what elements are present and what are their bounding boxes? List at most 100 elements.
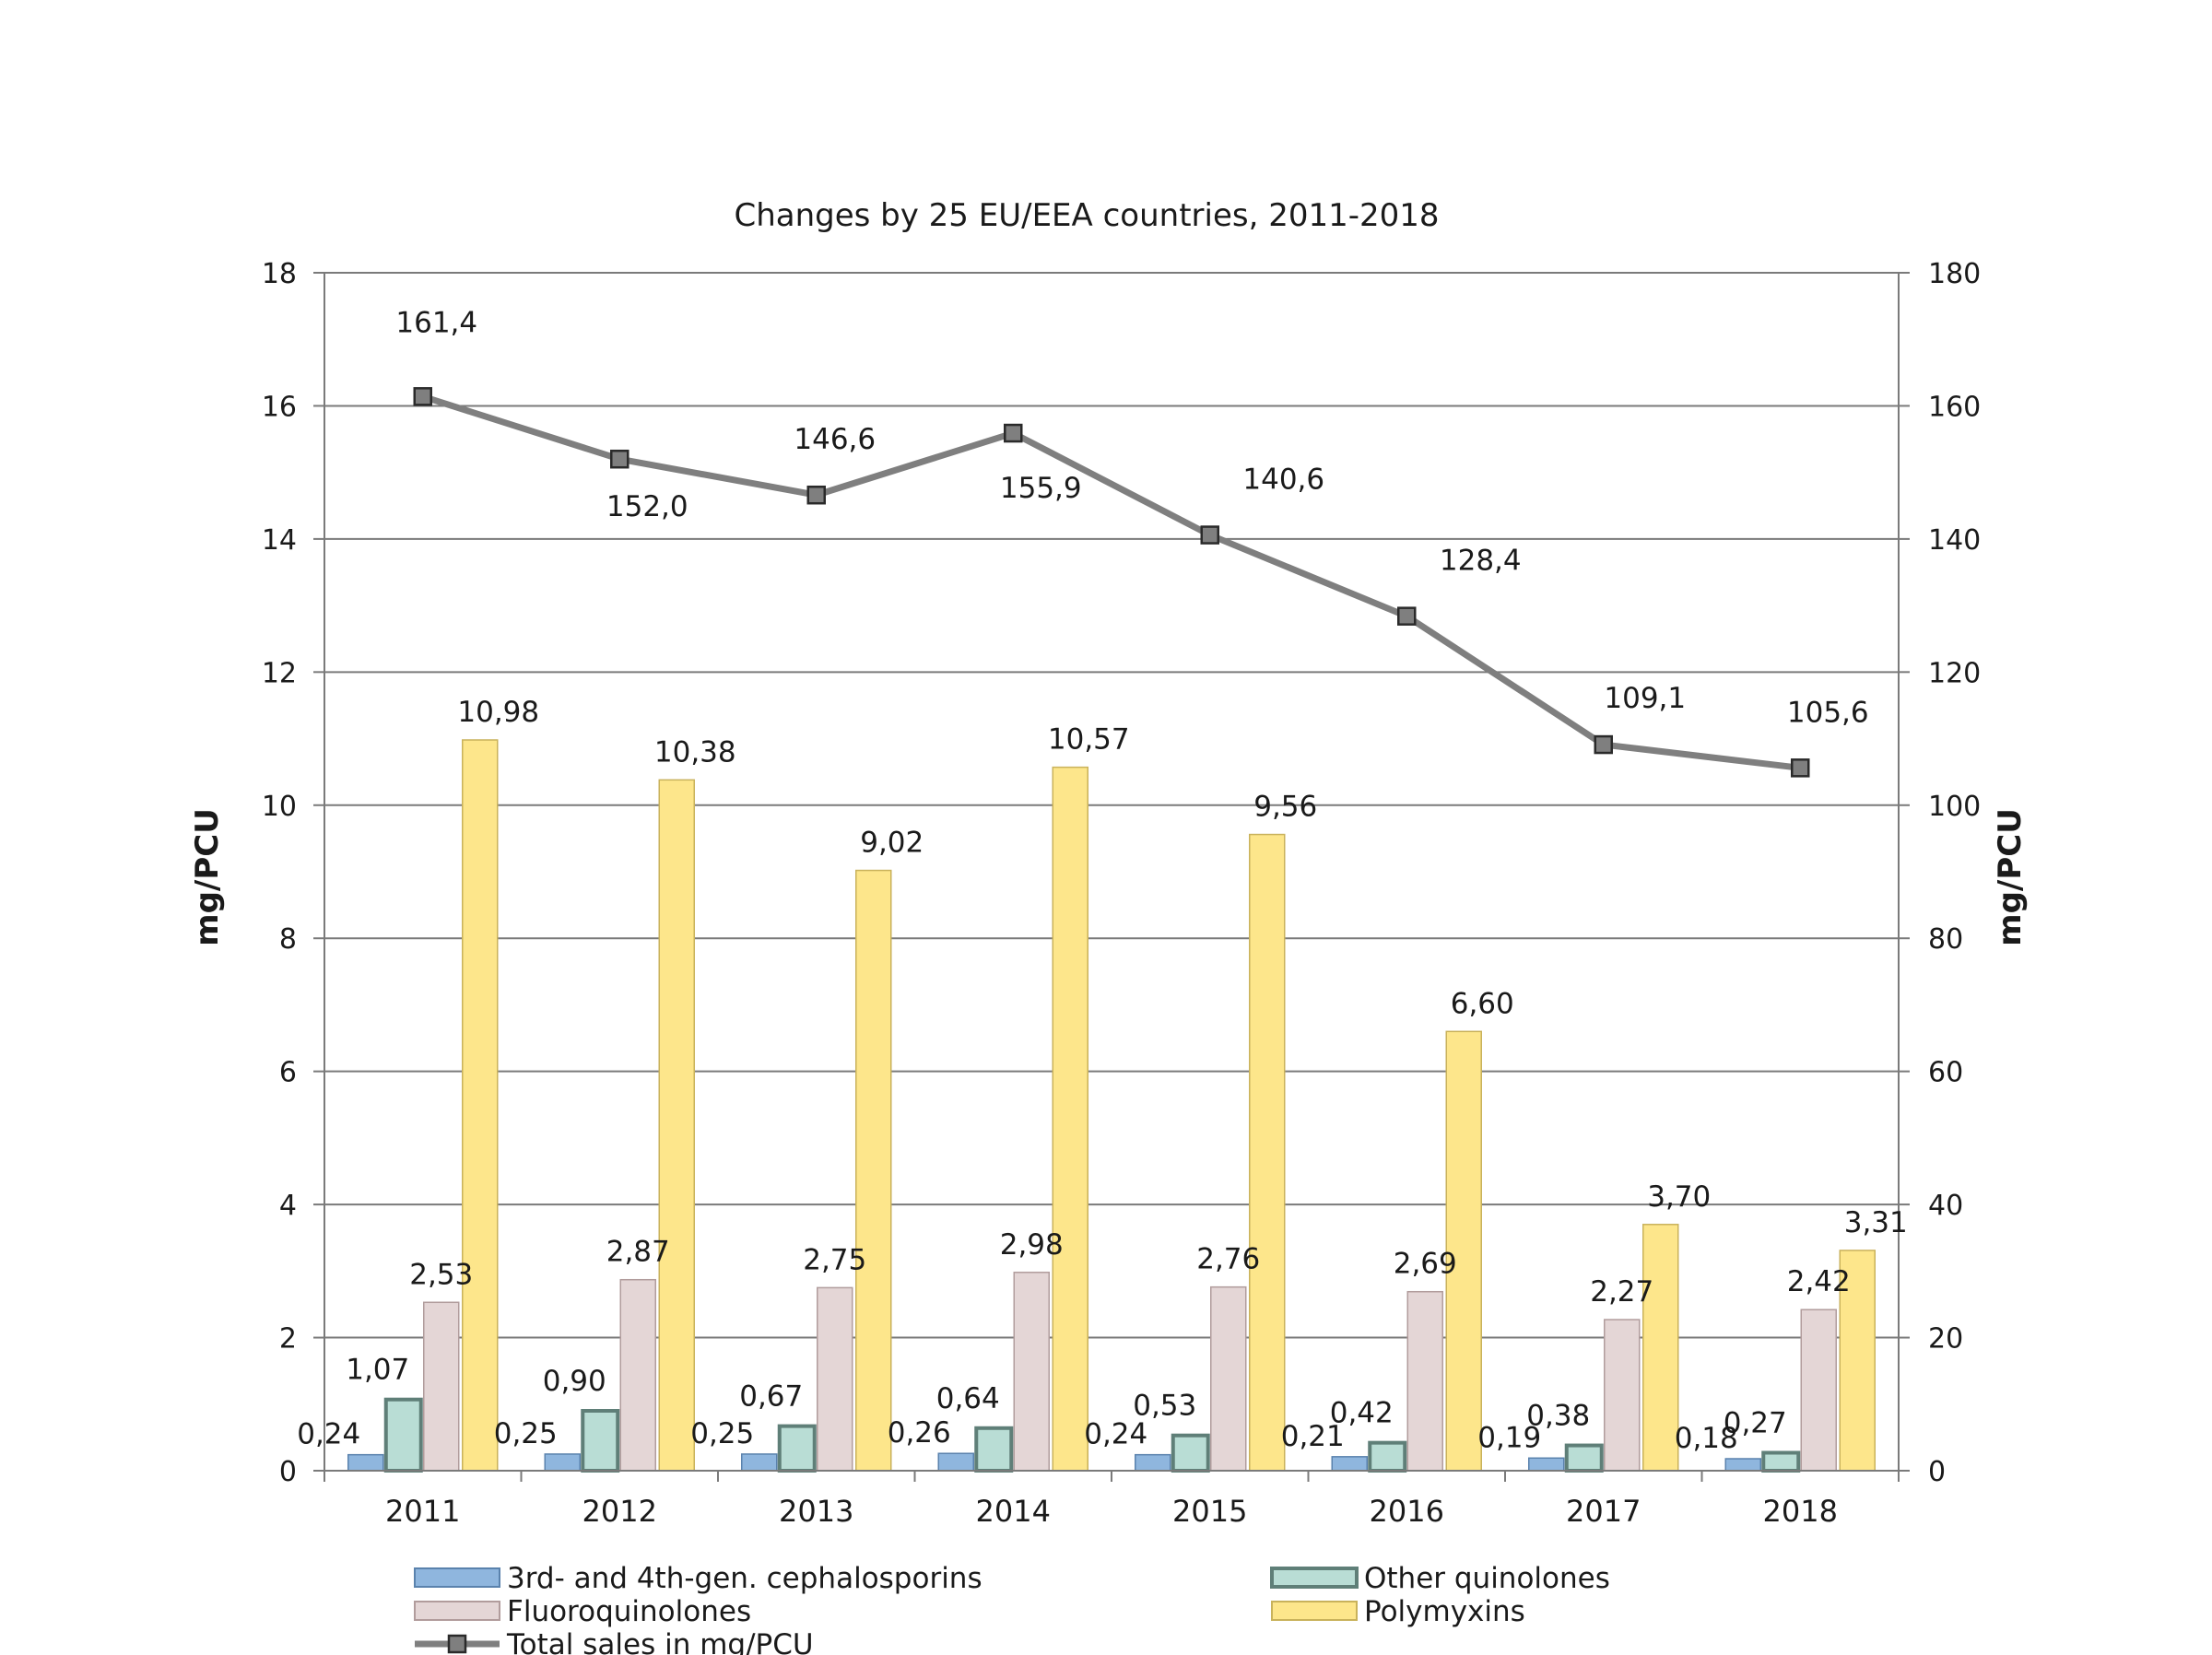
bar-1-2017 xyxy=(1564,1443,1604,1473)
bar-label: 2,75 xyxy=(803,1243,866,1276)
x-tick-label: 2016 xyxy=(1370,1494,1444,1529)
y-tick-label-right: 40 xyxy=(1928,1190,1963,1222)
line-label: 109,1 xyxy=(1604,682,1686,715)
bar-label: 0,24 xyxy=(1084,1418,1147,1451)
bar-1-2013 xyxy=(777,1424,817,1473)
total-sales-marker-2017 xyxy=(1594,734,1613,755)
bar-label: 10,57 xyxy=(1048,723,1130,757)
bar-2-2015 xyxy=(1210,1285,1247,1472)
x-tick-label: 2018 xyxy=(1763,1494,1838,1529)
line-label: 161,4 xyxy=(395,306,477,339)
bar-label: 0,25 xyxy=(494,1417,558,1450)
line-label: 155,9 xyxy=(1000,472,1082,505)
y-tick-label-left: 8 xyxy=(279,923,297,956)
x-tick-label: 2017 xyxy=(1566,1494,1641,1529)
bar-3-2012 xyxy=(658,779,695,1472)
total-sales-marker-2012 xyxy=(610,449,629,469)
bar-1-2018 xyxy=(1761,1450,1801,1473)
bar-0-2013 xyxy=(741,1453,778,1472)
bar-0-2016 xyxy=(1331,1456,1368,1472)
legend-swatch-0 xyxy=(414,1567,500,1588)
bar-3-2014 xyxy=(1052,766,1088,1472)
bar-label: 0,67 xyxy=(739,1380,803,1414)
y-tick-label-left: 16 xyxy=(262,391,297,423)
legend: 3rd- and 4th-gen. cephalosporins Other qu… xyxy=(414,1562,1610,1655)
bar-2-2014 xyxy=(1013,1272,1050,1472)
legend-label: Polymyxins xyxy=(1364,1595,1525,1628)
bar-3-2013 xyxy=(855,869,892,1472)
y-tick-label-right: 20 xyxy=(1928,1323,1963,1356)
y-axis-label-right: mg/PCU xyxy=(1992,808,2029,946)
x-tick-label: 2015 xyxy=(1172,1494,1247,1529)
bar-3-2015 xyxy=(1249,833,1286,1472)
y-axis-label-left: mg/PCU xyxy=(189,808,226,946)
bar-3-2018 xyxy=(1839,1250,1876,1472)
bar-label: 0,38 xyxy=(1526,1400,1590,1433)
y-tick-label-left: 14 xyxy=(262,524,297,557)
legend-label: Fluoroquinolones xyxy=(507,1595,751,1628)
bar-label: 2,53 xyxy=(409,1258,473,1291)
bar-2-2011 xyxy=(423,1301,460,1472)
bar-2-2017 xyxy=(1604,1319,1641,1472)
bar-0-2012 xyxy=(544,1453,581,1472)
bar-label: 9,56 xyxy=(1253,791,1317,824)
total-sales-marker-2018 xyxy=(1791,758,1810,778)
bar-label: 3,70 xyxy=(1647,1180,1711,1214)
x-tick-label: 2012 xyxy=(582,1494,657,1529)
bar-label: 0,42 xyxy=(1330,1397,1394,1430)
total-sales-marker-2015 xyxy=(1200,525,1219,545)
y-tick-label-right: 120 xyxy=(1928,657,1981,689)
bar-1-2014 xyxy=(974,1426,1014,1473)
x-tick-label: 2014 xyxy=(976,1494,1051,1529)
y-tick-label-left: 18 xyxy=(262,258,297,290)
y-tick-label-right: 180 xyxy=(1928,258,1981,290)
y-tick-label-left: 2 xyxy=(279,1323,297,1356)
bar-3-2016 xyxy=(1445,1030,1482,1472)
chart-title: Changes by 25 EU/EEA countries, 2011-201… xyxy=(734,197,1439,234)
gridlines xyxy=(324,272,1899,1339)
bar-label: 2,69 xyxy=(1394,1248,1457,1281)
total-sales-marker-2014 xyxy=(1004,423,1023,443)
bar-2-2016 xyxy=(1406,1290,1443,1472)
x-tick-label: 2011 xyxy=(385,1494,460,1529)
line-label: 146,6 xyxy=(794,423,876,456)
bar-1-2016 xyxy=(1368,1440,1407,1473)
bar-label: 0,90 xyxy=(543,1365,606,1398)
total-sales-line xyxy=(421,393,1801,771)
legend-label: Total sales in mg/PCU xyxy=(506,1628,814,1655)
bar-0-2014 xyxy=(937,1452,974,1472)
bar-3-2017 xyxy=(1642,1224,1679,1472)
y-tick-label-left: 0 xyxy=(279,1456,297,1488)
total-sales-marker-2011 xyxy=(413,387,432,406)
y-tick-label-left: 10 xyxy=(262,791,297,823)
y-tick-label-right: 160 xyxy=(1928,391,1981,423)
bar-label: 0,24 xyxy=(297,1418,360,1451)
total-sales-marker-2013 xyxy=(806,485,826,505)
bar-3-2011 xyxy=(462,739,499,1472)
bar-label: 0,27 xyxy=(1724,1407,1787,1440)
legend-swatch-1 xyxy=(1270,1567,1359,1589)
legend-swatch-3 xyxy=(1271,1601,1358,1621)
y-tick-label-right: 0 xyxy=(1928,1456,1946,1488)
bar-label: 0,64 xyxy=(936,1382,1000,1415)
bar-label: 0,25 xyxy=(690,1417,754,1450)
bar-label: 0,26 xyxy=(888,1416,951,1450)
legend-label: 3rd- and 4th-gen. cephalosporins xyxy=(507,1562,982,1595)
bar-label: 2,76 xyxy=(1196,1243,1260,1276)
bar-label: 6,60 xyxy=(1451,987,1514,1020)
bar-label: 0,53 xyxy=(1133,1390,1196,1423)
bar-label: 2,98 xyxy=(1000,1228,1064,1262)
legend-line-marker xyxy=(447,1634,467,1654)
total-sales-marker-2016 xyxy=(1397,606,1417,626)
bar-label: 2,27 xyxy=(1590,1275,1653,1309)
bar-label: 9,02 xyxy=(860,827,924,860)
bar-0-2011 xyxy=(347,1453,384,1472)
plot-area xyxy=(347,387,1876,1473)
bar-0-2015 xyxy=(1135,1453,1171,1472)
y-tick-label-right: 60 xyxy=(1928,1057,1963,1089)
bar-label: 2,42 xyxy=(1787,1265,1851,1298)
bar-label: 3,31 xyxy=(1844,1206,1908,1239)
bar-label: 10,38 xyxy=(654,735,736,769)
line-label: 140,6 xyxy=(1242,464,1324,497)
